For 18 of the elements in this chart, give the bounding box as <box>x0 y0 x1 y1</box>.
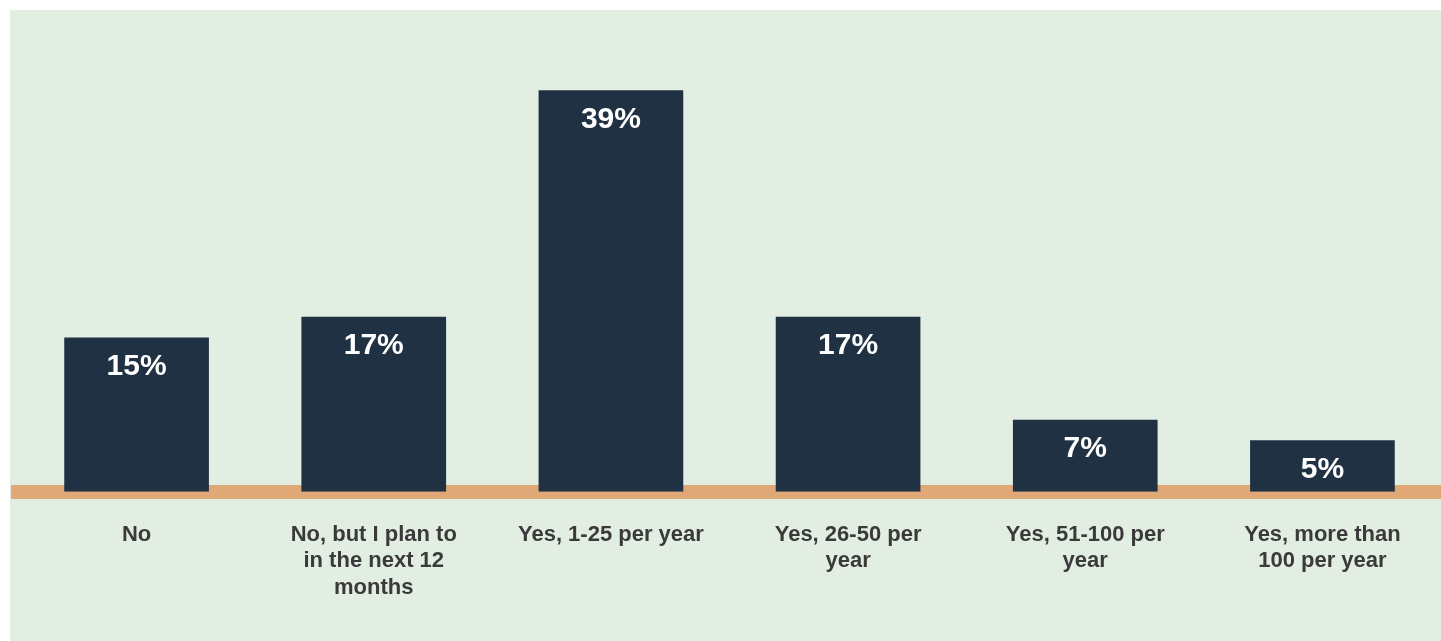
data-label: 15% <box>106 347 167 381</box>
x-tick-label: Yes, 51-100 per year <box>1005 521 1166 573</box>
x-tick-label: Yes, 1-25 per year <box>517 521 705 547</box>
data-label: 17% <box>818 327 879 361</box>
bar <box>301 316 447 492</box>
bar <box>538 90 684 492</box>
x-tick-label: Yes, more than 100 per year <box>1244 521 1401 573</box>
data-label: 5% <box>1300 450 1345 484</box>
bar <box>1012 419 1158 492</box>
bar <box>775 316 921 492</box>
x-tick-label: No <box>121 521 152 547</box>
data-label: 7% <box>1063 430 1107 463</box>
bar <box>64 337 209 492</box>
bar <box>1250 440 1395 492</box>
data-label: 39% <box>580 100 641 134</box>
x-tick-label: Yes, 26-50 per year <box>774 521 922 573</box>
data-label: 17% <box>343 327 404 361</box>
x-tick-label: No, but I plan to in the next 12 months <box>290 521 457 599</box>
